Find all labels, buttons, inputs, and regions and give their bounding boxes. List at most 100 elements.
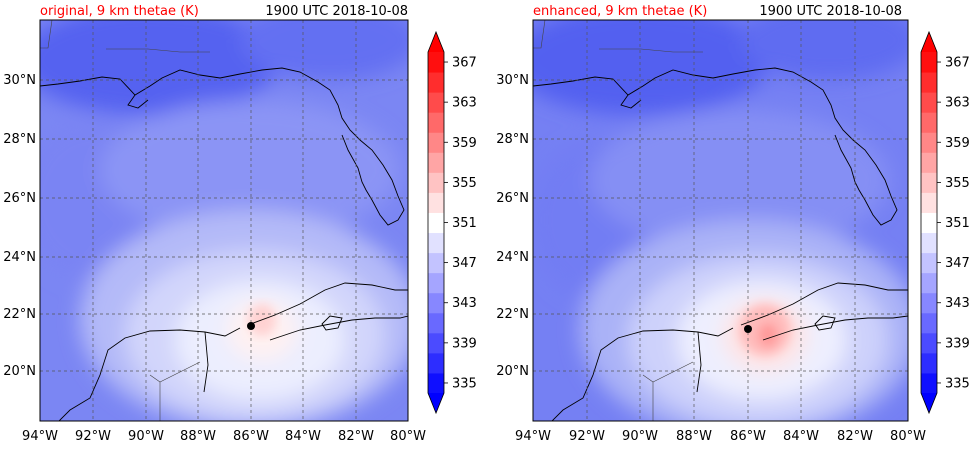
lon-tick-label: 88°W (676, 429, 712, 444)
lat-tick-label: 28°N (496, 132, 529, 147)
colorbar-segment (428, 292, 444, 314)
lon-tick-label: 90°W (128, 429, 164, 444)
colorbar-tick-label: 359 (945, 136, 970, 151)
gridlines-original (40, 20, 408, 421)
colorbar-extend-max (921, 32, 937, 52)
colorbar-segment (428, 152, 444, 173)
colorbar-segment (428, 312, 444, 334)
colorbar-tick-label: 367 (945, 56, 970, 71)
colorbar-segment (921, 352, 937, 374)
lon-tick-label: 80°W (890, 429, 926, 444)
thetae-field-original (40, 20, 408, 421)
lat-tick-label: 20°N (496, 364, 529, 379)
colorbar-segment (921, 252, 937, 274)
colorbar-segment (921, 312, 937, 334)
colorbar-tick-label: 355 (945, 176, 970, 191)
colorbar-segment (921, 72, 937, 93)
colorbar-outline (920, 30, 938, 415)
lat-tick-label: 26°N (496, 191, 529, 206)
lat-tick-label: 28°N (3, 132, 36, 147)
colorbar-tick-label: 359 (452, 136, 477, 151)
colorbar-tick-label: 355 (452, 176, 477, 191)
lat-tick-label: 22°N (496, 307, 529, 322)
thetae-field-enhanced (533, 20, 908, 421)
colorbar-segment (428, 232, 444, 254)
colorbar-segment (921, 192, 937, 213)
colorbar-tick-label: 339 (945, 336, 970, 351)
colorbar-tick-label: 343 (452, 296, 477, 311)
lon-tick-label: 94°W (515, 429, 551, 444)
lat-tick-label: 30°N (3, 73, 36, 88)
lon-tick-label: 82°W (338, 429, 374, 444)
lon-tick-labels: 94°W 92°W 90°W 88°W 86°W 84°W 82°W 80°W (22, 429, 426, 444)
lon-tick-label: 86°W (233, 429, 269, 444)
colorbar-segment (428, 272, 444, 294)
colorbar-outline (427, 30, 445, 415)
lat-tick-label: 22°N (3, 307, 36, 322)
panel-timestamp: 1900 UTC 2018-10-08 (759, 4, 902, 19)
colorbar-segment (428, 92, 444, 113)
colorbar-tick-label: 339 (452, 336, 477, 351)
colorbar-segment (921, 172, 937, 193)
colorbar-extend-max (428, 32, 444, 52)
colorbar-extend-min (428, 393, 444, 413)
colorbar-segment (428, 252, 444, 274)
colorbar-tick-label: 363 (452, 96, 477, 111)
lon-tick-label: 84°W (783, 429, 819, 444)
colorbar-tick-label: 347 (945, 256, 970, 271)
colorbar-segment (428, 72, 444, 93)
colorbar-tick-label: 335 (945, 376, 970, 391)
colorbar-segment (921, 292, 937, 314)
colorbar-segment (921, 332, 937, 354)
coastlines-original (40, 67, 408, 421)
colorbar-segment (921, 132, 937, 153)
colorbar-segment (428, 132, 444, 153)
colorbar-segment (428, 192, 444, 213)
colorbar-segment (921, 232, 937, 254)
lat-tick-labels: 20°N 22°N 24°N 26°N 28°N 30°N (3, 73, 36, 379)
panel-title-left: original, 9 km thetae (K) (40, 4, 199, 19)
lon-tick-label: 90°W (622, 429, 658, 444)
colorbar-segment (428, 52, 444, 73)
panel-original: original, 9 km thetae (K) 1900 UTC 2018-… (3, 4, 426, 444)
colorbar-tick-label: 367 (452, 56, 477, 71)
lon-tick-label: 80°W (390, 429, 426, 444)
coastlines-enhanced (533, 67, 908, 421)
borders-enhanced (533, 20, 703, 421)
borders-original (40, 20, 210, 421)
colorbar-segment (921, 152, 937, 173)
colorbar-segment (921, 272, 937, 294)
lat-tick-label: 24°N (496, 250, 529, 265)
lon-tick-label: 92°W (569, 429, 605, 444)
colorbar-tick-label: 363 (945, 96, 970, 111)
panel-title-left: enhanced, 9 km thetae (K) (533, 4, 707, 19)
lat-tick-label: 26°N (3, 191, 36, 206)
lon-tick-labels: 94°W 92°W 90°W 88°W 86°W 84°W 82°W 80°W (515, 429, 926, 444)
lon-tick-label: 86°W (730, 429, 766, 444)
colorbar-extend-min (921, 393, 937, 413)
panel-timestamp: 1900 UTC 2018-10-08 (265, 4, 408, 19)
colorbar-segment (921, 52, 937, 73)
colorbar-segment (921, 92, 937, 113)
lon-tick-label: 94°W (22, 429, 58, 444)
storm-center-marker (247, 322, 255, 330)
colorbar-segment (428, 212, 444, 234)
colorbar-tick-label: 351 (945, 216, 970, 231)
axes-frame (39, 19, 409, 422)
colorbar-tick-label: 343 (945, 296, 970, 311)
lon-tick-label: 92°W (75, 429, 111, 444)
colorbar-segment (921, 372, 937, 394)
axes-frame (532, 19, 909, 422)
lon-tick-label: 82°W (837, 429, 873, 444)
panel-enhanced: enhanced, 9 km thetae (K) 1900 UTC 2018-… (496, 4, 926, 444)
lon-tick-label: 84°W (285, 429, 321, 444)
lon-tick-label: 88°W (180, 429, 216, 444)
colorbar-segment (428, 332, 444, 354)
lat-tick-labels: 20°N 22°N 24°N 26°N 28°N 30°N (496, 73, 529, 379)
storm-center-marker (744, 325, 752, 333)
colorbar-segment (428, 112, 444, 133)
colorbar-segment (428, 352, 444, 374)
colorbar-segment (921, 112, 937, 133)
colorbar-segment (921, 212, 937, 234)
